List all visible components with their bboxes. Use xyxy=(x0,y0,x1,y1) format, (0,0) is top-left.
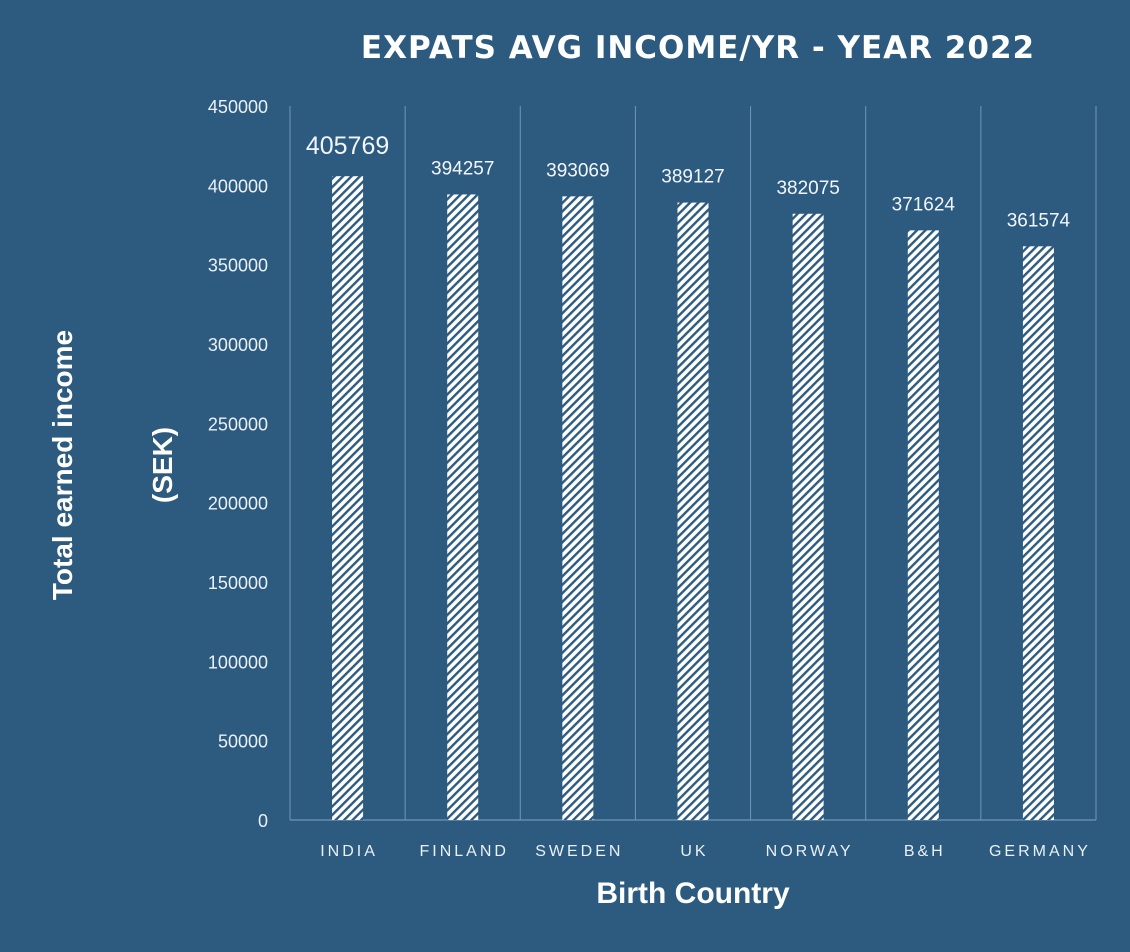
chart-title: EXPATS AVG INCOME/YR - YEAR 2022 xyxy=(361,30,1035,66)
bar xyxy=(332,176,364,820)
bar xyxy=(1022,246,1054,820)
x-tick-label: SWEDEN xyxy=(535,843,623,860)
y-tick-label: 350000 xyxy=(208,256,268,276)
plot-area: 0 50000 100000 150000 200000 250000 300000 3500… xyxy=(208,97,1097,860)
data-label: 394257 xyxy=(431,158,494,179)
x-axis-label: Birth Country xyxy=(596,877,790,910)
bar xyxy=(562,196,594,821)
y-axis-label-line-2: (SEK) xyxy=(147,427,178,503)
y-tick-label: 100000 xyxy=(208,652,268,672)
y-tick-label: 150000 xyxy=(208,573,268,593)
bar xyxy=(792,213,824,820)
data-label: 361574 xyxy=(1007,210,1071,231)
x-tick-label: B&H xyxy=(904,843,946,860)
data-label: 393069 xyxy=(546,160,609,181)
x-tick-label: FINLAND xyxy=(419,843,508,860)
data-label: 371624 xyxy=(892,194,956,215)
y-tick-label: 200000 xyxy=(208,494,268,514)
bar xyxy=(447,194,479,820)
bar xyxy=(677,202,709,821)
y-tick-label: 0 xyxy=(258,811,268,831)
y-axis-label: Total earned income (SEK) xyxy=(47,330,178,600)
bar xyxy=(907,230,939,821)
y-tick-label: 450000 xyxy=(208,97,268,117)
x-tick-label: NORWAY xyxy=(766,843,854,860)
y-tick-label: 300000 xyxy=(208,335,268,355)
data-label: 405769 xyxy=(306,132,389,160)
x-tick-label: INDIA xyxy=(320,843,378,860)
data-label: 389127 xyxy=(661,167,724,188)
data-label: 382075 xyxy=(776,178,839,199)
x-tick-label: GERMANY xyxy=(989,843,1091,860)
y-tick-label: 50000 xyxy=(218,732,268,752)
y-tick-label: 250000 xyxy=(208,414,268,434)
x-tick-label: UK xyxy=(680,843,708,860)
y-tick-label: 400000 xyxy=(208,176,268,196)
y-axis-label-line-1: Total earned income xyxy=(47,330,78,600)
